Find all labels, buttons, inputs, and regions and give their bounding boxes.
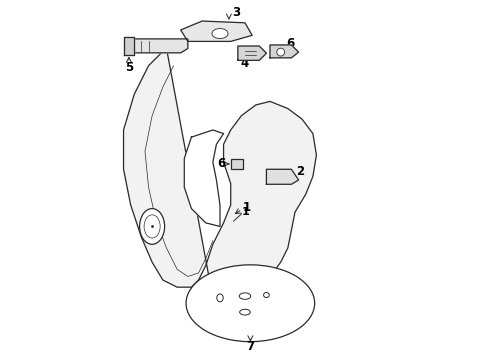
Text: 3: 3 xyxy=(232,6,240,19)
Polygon shape xyxy=(123,37,134,55)
Ellipse shape xyxy=(186,265,315,342)
Polygon shape xyxy=(123,48,317,298)
Text: 1: 1 xyxy=(242,207,249,217)
FancyBboxPatch shape xyxy=(231,158,243,169)
Ellipse shape xyxy=(277,48,285,56)
Ellipse shape xyxy=(140,208,165,244)
Polygon shape xyxy=(184,130,223,226)
Polygon shape xyxy=(270,45,298,58)
Text: 5: 5 xyxy=(125,61,133,74)
Ellipse shape xyxy=(144,215,160,238)
Polygon shape xyxy=(267,169,298,184)
Ellipse shape xyxy=(239,293,251,299)
Ellipse shape xyxy=(240,309,250,315)
Polygon shape xyxy=(238,46,267,60)
Text: 6: 6 xyxy=(217,157,225,170)
Text: 7: 7 xyxy=(246,339,254,352)
Ellipse shape xyxy=(212,28,228,39)
Polygon shape xyxy=(181,21,252,41)
Polygon shape xyxy=(127,39,188,53)
Text: 1: 1 xyxy=(243,201,251,214)
Text: 4: 4 xyxy=(240,57,248,70)
Ellipse shape xyxy=(217,294,223,302)
Text: 6: 6 xyxy=(286,37,294,50)
Ellipse shape xyxy=(264,293,270,297)
Text: 2: 2 xyxy=(296,165,304,178)
